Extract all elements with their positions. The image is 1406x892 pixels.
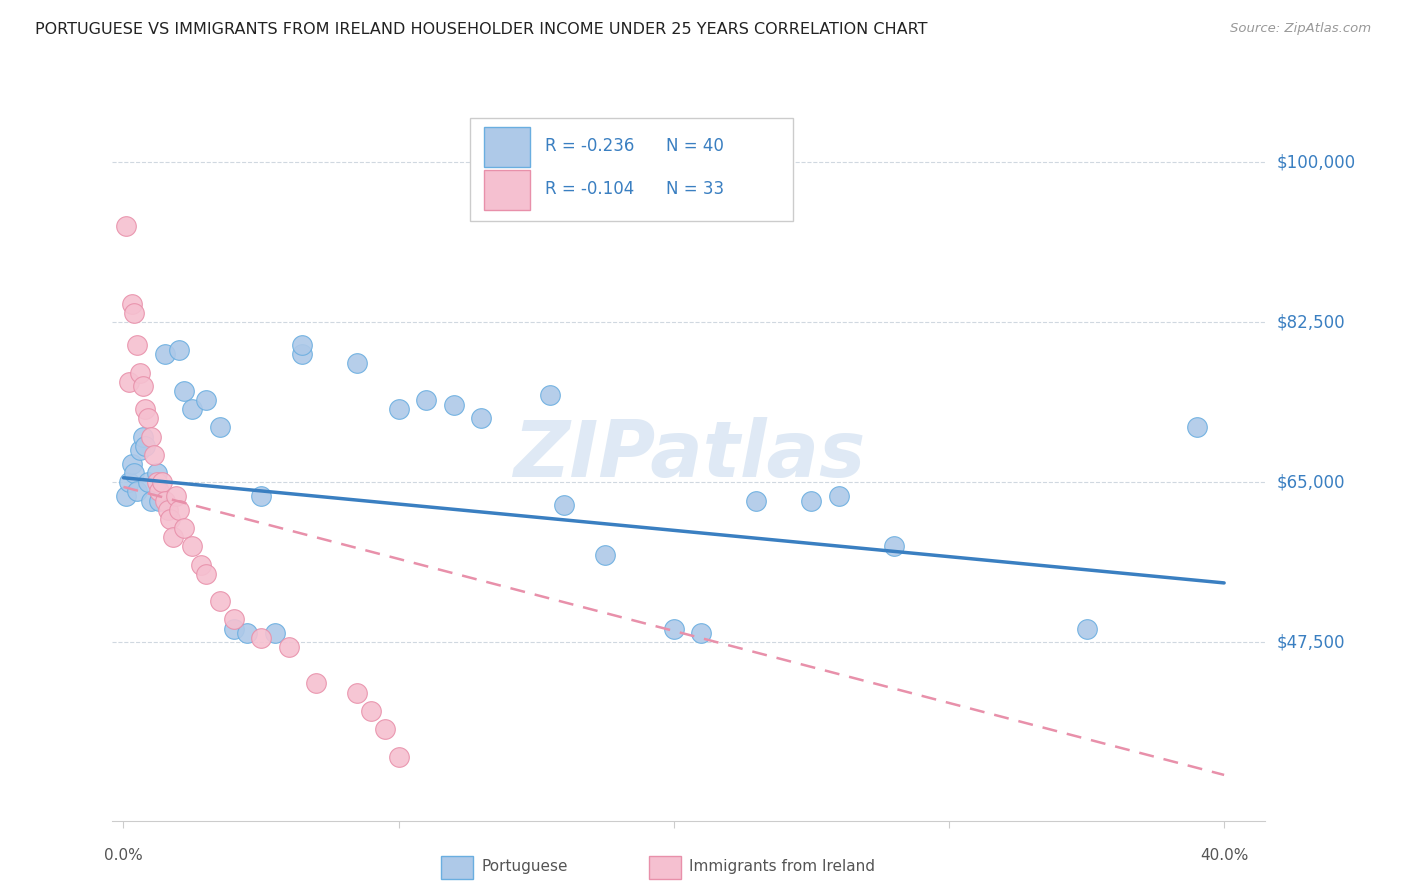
- Point: [222, 622, 245, 636]
- Point: [129, 443, 152, 458]
- Point: [162, 530, 184, 544]
- Point: [145, 475, 167, 490]
- Point: [167, 343, 190, 357]
- Text: PORTUGUESE VS IMMIGRANTS FROM IRELAND HOUSEHOLDER INCOME UNDER 25 YEARS CORRELAT: PORTUGUESE VS IMMIGRANTS FROM IRELAND HO…: [35, 22, 928, 37]
- Point: [134, 402, 156, 417]
- Point: [165, 489, 187, 503]
- Point: [139, 430, 162, 444]
- Point: [277, 640, 299, 654]
- Point: [148, 484, 170, 499]
- Point: [263, 626, 285, 640]
- Bar: [648, 855, 681, 880]
- Point: [443, 398, 465, 412]
- Text: R = -0.104: R = -0.104: [544, 179, 634, 197]
- Point: [538, 388, 561, 402]
- Text: N = 40: N = 40: [666, 136, 724, 154]
- Text: ZIPatlas: ZIPatlas: [513, 417, 865, 493]
- Point: [190, 558, 212, 572]
- Point: [142, 448, 165, 462]
- Point: [153, 493, 176, 508]
- Point: [346, 685, 368, 699]
- Point: [305, 676, 328, 690]
- Text: 40.0%: 40.0%: [1199, 848, 1249, 863]
- Point: [222, 613, 245, 627]
- Bar: [484, 128, 530, 168]
- Point: [662, 622, 685, 636]
- Point: [800, 493, 823, 508]
- Point: [136, 411, 159, 425]
- Point: [388, 402, 411, 417]
- Point: [291, 338, 314, 352]
- Point: [208, 420, 231, 434]
- Point: [415, 392, 437, 407]
- Point: [127, 484, 149, 499]
- Point: [115, 489, 138, 503]
- Point: [134, 439, 156, 453]
- Point: [129, 366, 152, 380]
- Point: [167, 503, 190, 517]
- Point: [156, 503, 179, 517]
- Point: [291, 347, 314, 361]
- Point: [593, 549, 616, 563]
- Point: [374, 723, 396, 737]
- Point: [150, 475, 173, 490]
- Text: N = 33: N = 33: [666, 179, 724, 197]
- Bar: [441, 855, 474, 880]
- Point: [148, 493, 170, 508]
- Point: [124, 306, 146, 320]
- Point: [181, 539, 204, 553]
- Text: $65,000: $65,000: [1277, 474, 1346, 491]
- Text: R = -0.236: R = -0.236: [544, 136, 634, 154]
- Text: $82,500: $82,500: [1277, 313, 1346, 331]
- FancyBboxPatch shape: [470, 119, 793, 221]
- Point: [153, 347, 176, 361]
- Point: [690, 626, 713, 640]
- Bar: [484, 170, 530, 211]
- Point: [195, 566, 218, 581]
- Point: [173, 521, 195, 535]
- Point: [145, 466, 167, 480]
- Point: [121, 297, 143, 311]
- Text: $47,500: $47,500: [1277, 633, 1346, 651]
- Text: 0.0%: 0.0%: [104, 848, 143, 863]
- Point: [208, 594, 231, 608]
- Point: [1185, 420, 1208, 434]
- Point: [159, 512, 181, 526]
- Point: [553, 498, 575, 512]
- Point: [883, 539, 905, 553]
- Point: [195, 392, 218, 407]
- Point: [121, 457, 143, 471]
- Point: [115, 219, 138, 234]
- Point: [132, 430, 155, 444]
- Point: [360, 704, 382, 718]
- Point: [132, 379, 155, 393]
- Point: [136, 475, 159, 490]
- Text: Portuguese: Portuguese: [481, 859, 568, 874]
- Text: Immigrants from Ireland: Immigrants from Ireland: [689, 859, 875, 874]
- Point: [173, 384, 195, 398]
- Point: [118, 375, 141, 389]
- Point: [470, 411, 492, 425]
- Text: $100,000: $100,000: [1277, 153, 1355, 171]
- Point: [250, 489, 273, 503]
- Text: Source: ZipAtlas.com: Source: ZipAtlas.com: [1230, 22, 1371, 36]
- Point: [181, 402, 204, 417]
- Point: [346, 356, 368, 371]
- Point: [250, 631, 273, 645]
- Point: [118, 475, 141, 490]
- Point: [236, 626, 259, 640]
- Point: [745, 493, 768, 508]
- Point: [139, 493, 162, 508]
- Point: [127, 338, 149, 352]
- Point: [124, 466, 146, 480]
- Point: [388, 749, 411, 764]
- Point: [828, 489, 851, 503]
- Point: [1076, 622, 1098, 636]
